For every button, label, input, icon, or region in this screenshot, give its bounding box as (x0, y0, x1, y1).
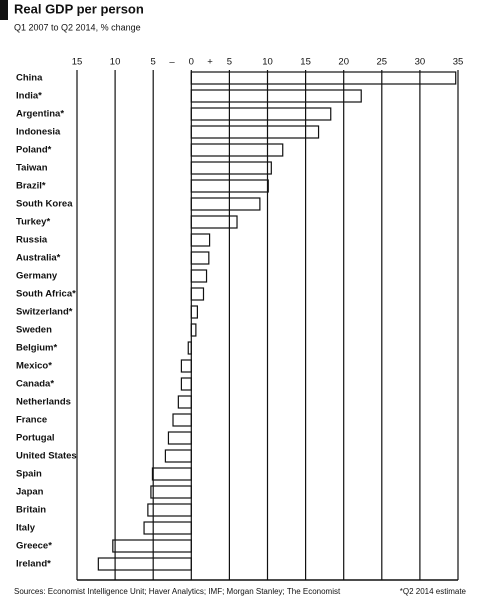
bar (180, 359, 192, 373)
bar (190, 269, 208, 283)
category-label: Japan (16, 487, 44, 498)
bar (190, 161, 272, 175)
bar (190, 107, 332, 121)
category-label: Ireland* (16, 559, 51, 570)
bar (190, 71, 457, 85)
x-tick-label: 10 (110, 57, 121, 68)
x-tick-label: 5 (151, 57, 156, 68)
bar (190, 305, 198, 319)
bar (167, 431, 192, 445)
bar (147, 503, 192, 517)
category-label: Greece* (16, 541, 52, 552)
category-label: Belgium* (16, 343, 57, 354)
bar (190, 143, 284, 157)
bar (190, 233, 211, 247)
bar (190, 215, 238, 229)
category-label: Sweden (16, 325, 52, 336)
x-tick-label: 25 (377, 57, 388, 68)
category-label: Switzerland* (16, 307, 73, 318)
category-label: Taiwan (16, 163, 48, 174)
bar (177, 395, 192, 409)
category-label: Italy (16, 523, 36, 534)
category-label: Britain (16, 505, 46, 516)
x-tick-label: 15 (300, 57, 311, 68)
x-tick-label: 35 (453, 57, 464, 68)
bar (172, 413, 192, 427)
x-tick-label: 20 (338, 57, 349, 68)
bar (143, 521, 192, 535)
bar (190, 125, 320, 139)
bar (190, 251, 210, 265)
bar (112, 539, 192, 553)
category-label: Spain (16, 469, 42, 480)
chart-subtitle: Q1 2007 to Q2 2014, % change (14, 22, 141, 32)
x-tick-label: 15 (72, 57, 83, 68)
bar (150, 485, 192, 499)
category-label: South Korea (16, 199, 73, 210)
category-label: Brazil* (16, 181, 46, 192)
category-label: China (16, 73, 43, 84)
bar (97, 557, 192, 571)
category-label: United States (16, 451, 77, 462)
category-label: Argentina* (16, 109, 64, 120)
bar (190, 197, 261, 211)
category-label: Netherlands (16, 397, 71, 408)
bar (151, 467, 192, 481)
bar (164, 449, 192, 463)
category-label: Australia* (16, 253, 61, 264)
category-label: Portugal (16, 433, 55, 444)
category-label: South Africa* (16, 289, 76, 300)
bar (190, 323, 197, 337)
x-tick-label: 0 (189, 57, 194, 68)
x-tick-label: 5 (227, 57, 232, 68)
chart-title: Real GDP per person (14, 1, 144, 16)
category-label: Germany (16, 271, 58, 282)
category-label: Mexico* (16, 361, 52, 372)
source: Sources: Economist Intelligence Unit; Ha… (14, 587, 341, 596)
category-label: Poland* (16, 145, 52, 156)
category-label: Canada* (16, 379, 54, 390)
x-tick-label: 10 (262, 57, 273, 68)
sign-label: – (169, 57, 175, 68)
sign-label: + (207, 57, 213, 68)
brand-tag (0, 0, 8, 20)
bar (190, 89, 362, 103)
category-label: France (16, 415, 47, 426)
category-label: India* (16, 91, 42, 102)
category-label: Turkey* (16, 217, 50, 228)
footnote: *Q2 2014 estimate (400, 587, 467, 596)
category-label: Indonesia (16, 127, 61, 138)
category-label: Russia (16, 235, 48, 246)
bar (190, 287, 205, 301)
x-tick-label: 30 (415, 57, 426, 68)
bar (180, 377, 192, 391)
